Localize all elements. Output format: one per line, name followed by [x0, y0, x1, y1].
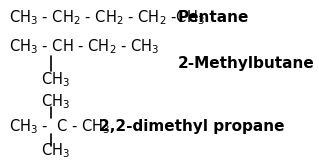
Text: CH$_3$: CH$_3$ — [41, 141, 70, 160]
Text: CH$_3$ - CH - CH$_2$ - CH$_3$: CH$_3$ - CH - CH$_2$ - CH$_3$ — [9, 38, 159, 56]
Text: CH$_3$ -  C - CH$_3$: CH$_3$ - C - CH$_3$ — [9, 117, 110, 136]
Text: CH$_3$: CH$_3$ — [41, 70, 70, 89]
Text: CH$_3$ - CH$_2$ - CH$_2$ - CH$_2$ -CH$_3$: CH$_3$ - CH$_2$ - CH$_2$ - CH$_2$ -CH$_3… — [9, 8, 205, 27]
Text: 2,2-dimethyl propane: 2,2-dimethyl propane — [99, 119, 284, 134]
Text: 2-Methylbutane: 2-Methylbutane — [178, 56, 315, 71]
Text: Pentane: Pentane — [178, 10, 249, 25]
Text: CH$_3$: CH$_3$ — [41, 92, 70, 111]
